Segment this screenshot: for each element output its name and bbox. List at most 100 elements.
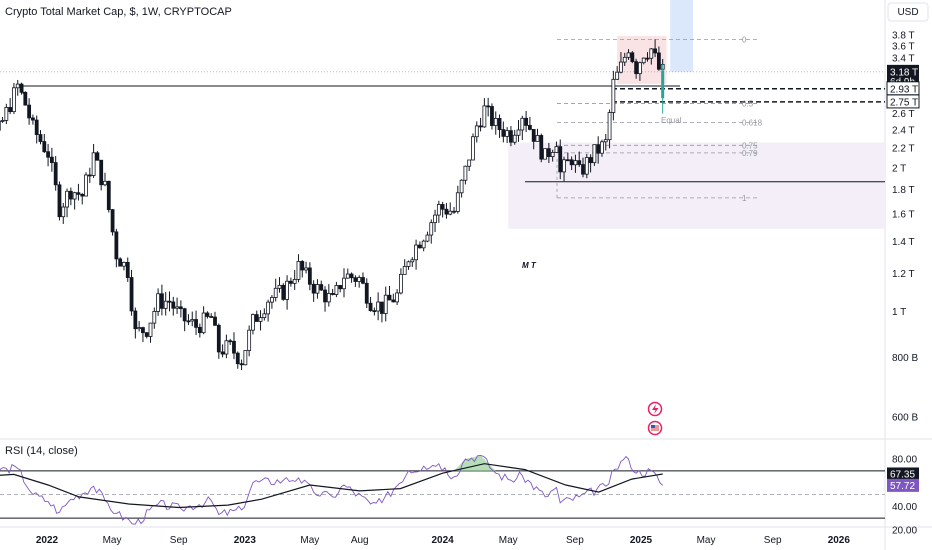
candle-body xyxy=(114,231,119,260)
rsi-tag-value: 57.72 xyxy=(890,481,915,492)
candle-body xyxy=(581,164,585,175)
candle-body xyxy=(493,118,498,126)
y-tick-label: 1 T xyxy=(892,307,906,318)
candle-body xyxy=(232,340,236,354)
candle-body xyxy=(619,61,623,73)
levels-layer: 0 0.5 0.618 0.750.79 1 xyxy=(0,35,885,203)
y-tick-label: 3.8 T xyxy=(892,31,915,42)
candle-body xyxy=(167,300,172,303)
currency-label[interactable]: USD xyxy=(897,7,918,18)
fib-label: 1 xyxy=(742,194,747,203)
candle-body xyxy=(603,139,608,143)
candle-body xyxy=(338,285,343,290)
y-tick-label: 1.6 T xyxy=(892,210,915,221)
candle-body xyxy=(197,326,202,334)
candle-body xyxy=(524,117,529,126)
candle-body xyxy=(137,327,142,330)
candle-body xyxy=(270,297,274,303)
candle-body xyxy=(194,319,198,328)
candle-body xyxy=(247,329,252,351)
candle-body xyxy=(224,340,229,355)
candle-body xyxy=(216,324,221,353)
y-tick-label: 2.4 T xyxy=(892,126,915,137)
rsi-tag: 67.35 xyxy=(887,467,919,481)
x-tick-label: May xyxy=(300,535,319,546)
candle-body xyxy=(262,313,267,319)
candle-body xyxy=(228,340,233,343)
candle-body xyxy=(220,351,225,355)
candle-body xyxy=(546,148,551,158)
candle-body xyxy=(57,184,62,218)
candle-body xyxy=(584,157,589,175)
flash-event-icon[interactable] xyxy=(647,401,663,417)
candle-body xyxy=(148,322,153,337)
price-tag-value: 2.75 T xyxy=(890,97,918,108)
candle-body xyxy=(182,308,187,322)
candles-layer xyxy=(0,39,665,371)
y-tick-label: 1.4 T xyxy=(892,237,915,248)
y-tick-label: 600 B xyxy=(892,413,918,424)
candle-body xyxy=(364,282,369,304)
candle-body xyxy=(122,261,126,267)
us-flag-event-icon[interactable] xyxy=(647,420,663,436)
candle-body xyxy=(31,117,35,121)
candle-body xyxy=(345,273,350,279)
rsi-title: RSI (14, close) xyxy=(5,445,78,457)
candle-body xyxy=(110,209,115,233)
candle-body xyxy=(459,179,464,194)
candle-body xyxy=(281,284,286,300)
candle-body xyxy=(357,277,362,282)
candle-body xyxy=(72,192,77,200)
fib-label: 0.618 xyxy=(742,118,763,127)
candle-body xyxy=(372,310,377,313)
fib-label: 0 xyxy=(742,35,747,44)
currency-button-frame[interactable] xyxy=(887,2,929,22)
candle-body xyxy=(319,284,324,291)
candle-body xyxy=(615,71,620,80)
candle-body xyxy=(342,277,346,290)
candle-body xyxy=(186,320,191,323)
candle-body xyxy=(414,244,418,261)
fib-label: 0.79 xyxy=(742,149,758,158)
x-tick-label: 2025 xyxy=(630,535,653,546)
candle-body xyxy=(429,222,434,236)
y-tick-label: 800 B xyxy=(892,353,918,364)
candle-body xyxy=(509,130,513,143)
rsi-ma-line xyxy=(0,463,663,509)
y-tick-label: 3.4 T xyxy=(892,54,915,65)
time-axis[interactable]: 2022 May Sep 2023 May Aug 2024 May Sep 2025 May Sep… xyxy=(36,535,851,546)
candle-body xyxy=(406,261,411,267)
candle-body xyxy=(68,190,73,200)
candle-body xyxy=(300,261,305,271)
candle-body xyxy=(630,52,635,63)
candle-body xyxy=(376,301,381,312)
candle-body xyxy=(486,105,491,108)
candle-body xyxy=(0,120,5,122)
candle-body xyxy=(361,277,365,284)
candle-body xyxy=(391,299,396,303)
candle-body xyxy=(543,148,547,160)
candle-body xyxy=(387,294,392,301)
candle-body xyxy=(91,152,96,176)
candle-body xyxy=(273,287,278,298)
candle-body xyxy=(478,125,483,128)
candle-body xyxy=(106,180,111,211)
candle-body xyxy=(562,159,566,173)
candle-body xyxy=(656,52,661,70)
candle-body xyxy=(304,267,308,271)
candle-body xyxy=(213,316,217,326)
candle-body xyxy=(512,134,517,143)
candle-body xyxy=(569,159,574,166)
candle-body xyxy=(95,152,100,161)
candle-body xyxy=(440,204,445,210)
rsi-tick-label: 80.00 xyxy=(892,455,917,466)
equal-label: Equal xyxy=(661,116,682,125)
candle-body xyxy=(505,130,510,137)
y-tick-label: 1.2 T xyxy=(892,269,915,280)
candle-body xyxy=(444,208,449,215)
candle-body xyxy=(516,129,521,136)
candle-body xyxy=(323,289,327,303)
candle-body xyxy=(410,259,415,263)
